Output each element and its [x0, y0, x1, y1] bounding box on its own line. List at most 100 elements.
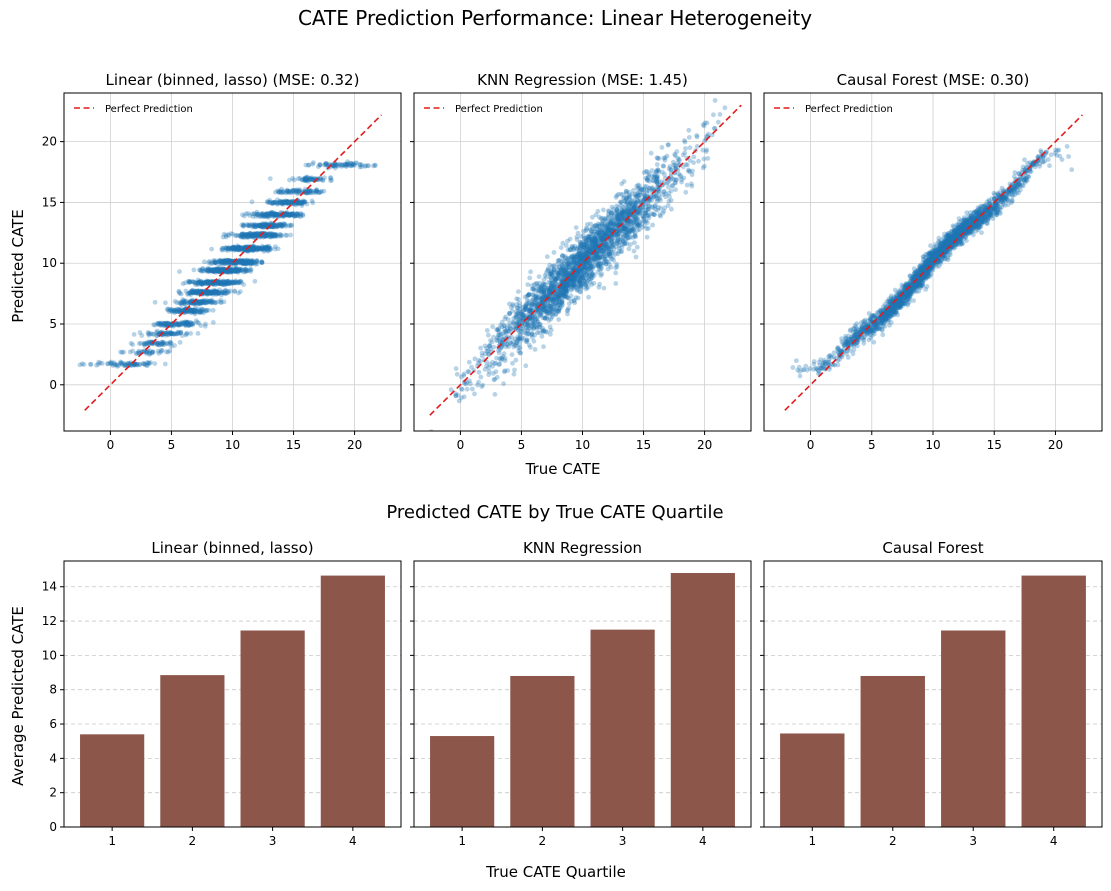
- scatter-point: [194, 289, 200, 295]
- scatter-point: [256, 245, 262, 251]
- scatter-point: [272, 246, 278, 252]
- scatter-point: [164, 322, 169, 327]
- scatter-point: [336, 161, 342, 167]
- scatter-point: [230, 231, 236, 237]
- scatter-point: [150, 349, 156, 355]
- scatter-point: [305, 188, 310, 194]
- scatter-point: [288, 232, 293, 238]
- scatter-point: [217, 258, 223, 263]
- scatter-point: [191, 290, 197, 296]
- scatter-point: [213, 266, 219, 272]
- scatter-point: [461, 371, 467, 377]
- scatter-point: [229, 268, 235, 274]
- scatter-point: [316, 190, 322, 195]
- scatter-point: [270, 200, 276, 206]
- scatter-point: [199, 300, 205, 305]
- scatter-point: [353, 160, 358, 166]
- scatter-point: [247, 232, 253, 238]
- scatter-point: [196, 289, 202, 295]
- scatter-point: [191, 309, 197, 315]
- scatter-point: [229, 279, 235, 285]
- scatter-point: [227, 258, 232, 264]
- scatter-point: [223, 280, 228, 285]
- scatter-point: [271, 212, 277, 218]
- scatter-point: [613, 281, 619, 286]
- scatter-point: [332, 162, 338, 167]
- scatter-point: [262, 233, 268, 239]
- scatter-point: [145, 330, 151, 335]
- scatter-point: [238, 233, 244, 239]
- scatter-point: [308, 177, 314, 183]
- scatter-point: [232, 247, 237, 253]
- scatter-point: [225, 258, 230, 263]
- scatter-point: [243, 267, 248, 272]
- scatter-point: [270, 223, 275, 229]
- scatter-point: [236, 258, 242, 264]
- scatter-point: [292, 213, 298, 219]
- scatter-point: [168, 307, 173, 313]
- scatter-point: [241, 245, 246, 251]
- scatter-point: [289, 188, 295, 194]
- scatter-point: [216, 280, 222, 285]
- scatter-point: [160, 339, 166, 345]
- scatter-point: [131, 362, 137, 368]
- scatter-point: [305, 176, 310, 182]
- scatter-point: [208, 298, 214, 304]
- scatter-point: [141, 361, 147, 366]
- scatter-point: [203, 308, 209, 313]
- scatter-point: [233, 268, 239, 274]
- scatter-point: [275, 211, 281, 217]
- scatter-point: [264, 222, 270, 228]
- scatter-point: [183, 320, 188, 325]
- scatter-point: [211, 269, 217, 275]
- scatter-point: [665, 142, 671, 148]
- scatter-point: [273, 223, 279, 228]
- scatter-points-1: [429, 98, 728, 431]
- scatter-point: [242, 269, 248, 275]
- scatter-point: [476, 369, 482, 375]
- scatter-point: [243, 259, 249, 265]
- scatter-point: [297, 176, 303, 181]
- scatter-point: [155, 348, 161, 354]
- scatter-point: [302, 175, 308, 181]
- scatter-point: [297, 214, 303, 220]
- scatter-point: [264, 233, 270, 239]
- scatter-point: [160, 340, 166, 346]
- scatter-point: [236, 266, 242, 272]
- scatter-point: [229, 268, 235, 273]
- scatter-point: [506, 328, 512, 334]
- scatter-point: [187, 290, 193, 296]
- scatter-point: [215, 259, 221, 264]
- scatter-point: [654, 162, 660, 167]
- scatter-point: [224, 280, 230, 286]
- scatter-point: [213, 269, 218, 275]
- scatter-point: [621, 179, 627, 184]
- scatter-point: [247, 259, 253, 265]
- scatter-point: [199, 281, 205, 286]
- scatter-point: [652, 193, 657, 199]
- scatter-point: [236, 268, 242, 274]
- scatter-point: [226, 246, 231, 252]
- scatter-point: [177, 307, 183, 313]
- scatter-point: [197, 267, 203, 273]
- scatter-point: [156, 340, 161, 346]
- scatter-point: [170, 331, 175, 336]
- scatter-point: [295, 200, 300, 206]
- scatter-point: [205, 281, 211, 286]
- scatter-point: [217, 268, 223, 274]
- scatter-point: [244, 232, 249, 238]
- scatter-point: [158, 349, 164, 355]
- scatter-point: [178, 321, 184, 326]
- scatter-point: [234, 269, 240, 275]
- scatter-point: [512, 367, 517, 373]
- scatter-point: [510, 303, 516, 309]
- scatter-point: [561, 271, 567, 277]
- scatter-point: [279, 199, 285, 205]
- scatter-point: [237, 280, 243, 285]
- scatter-point: [702, 163, 707, 169]
- scatter-point: [160, 340, 166, 346]
- scatter-point: [268, 211, 274, 217]
- scatter-point: [167, 339, 173, 345]
- scatter-point: [278, 233, 284, 239]
- scatter-point: [272, 200, 277, 205]
